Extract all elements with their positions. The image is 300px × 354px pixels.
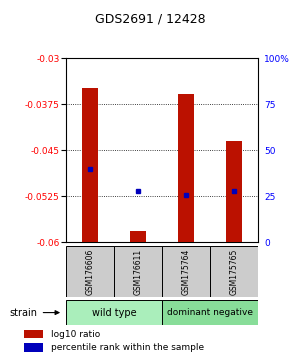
Bar bbox=[226, 141, 242, 242]
Bar bbox=[66, 246, 114, 297]
Text: GSM176611: GSM176611 bbox=[134, 249, 142, 295]
Bar bbox=[162, 246, 210, 297]
Text: GSM175765: GSM175765 bbox=[230, 249, 238, 295]
Bar bbox=[66, 300, 162, 325]
Text: log10 ratio: log10 ratio bbox=[51, 330, 100, 339]
Bar bbox=[24, 343, 43, 352]
Bar bbox=[162, 300, 258, 325]
Text: dominant negative: dominant negative bbox=[167, 308, 253, 317]
Text: GSM175764: GSM175764 bbox=[182, 249, 190, 295]
Text: strain: strain bbox=[9, 308, 37, 318]
Text: GDS2691 / 12428: GDS2691 / 12428 bbox=[95, 12, 205, 25]
Bar bbox=[114, 246, 162, 297]
Bar bbox=[24, 330, 43, 338]
Text: percentile rank within the sample: percentile rank within the sample bbox=[51, 343, 204, 352]
Text: GSM176606: GSM176606 bbox=[85, 249, 94, 295]
Bar bbox=[210, 246, 258, 297]
Bar bbox=[130, 232, 146, 242]
Text: wild type: wild type bbox=[92, 308, 136, 318]
Bar bbox=[82, 88, 98, 242]
Bar bbox=[178, 94, 194, 242]
